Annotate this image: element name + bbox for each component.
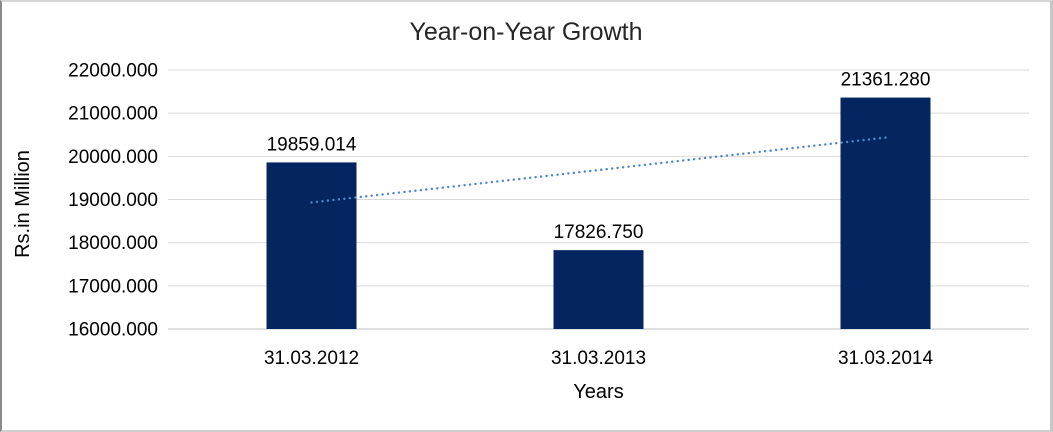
y-tick-label: 20000.000 <box>68 147 158 168</box>
y-tick-label: 18000.000 <box>68 233 158 254</box>
bar <box>553 250 644 329</box>
y-tick-label: 22000.000 <box>68 61 158 82</box>
y-tick-label: 16000.000 <box>68 320 158 341</box>
trendline <box>310 136 887 204</box>
x-category-label: 31.03.2014 <box>838 348 934 369</box>
bar <box>840 97 931 329</box>
bar-data-label: 19859.014 <box>267 134 357 155</box>
bar-data-label: 17826.750 <box>554 222 644 243</box>
bar <box>266 162 357 329</box>
x-category-label: 31.03.2013 <box>551 348 646 369</box>
x-axis-title: Years <box>573 381 624 403</box>
x-category-label: 31.03.2012 <box>264 348 359 369</box>
y-tick-label: 19000.000 <box>68 190 158 211</box>
bar-data-label: 21361.280 <box>841 70 931 91</box>
chart-title: Year-on-Year Growth <box>409 18 643 46</box>
y-tick-label: 21000.000 <box>68 104 158 125</box>
y-tick-label: 17000.000 <box>68 276 158 297</box>
